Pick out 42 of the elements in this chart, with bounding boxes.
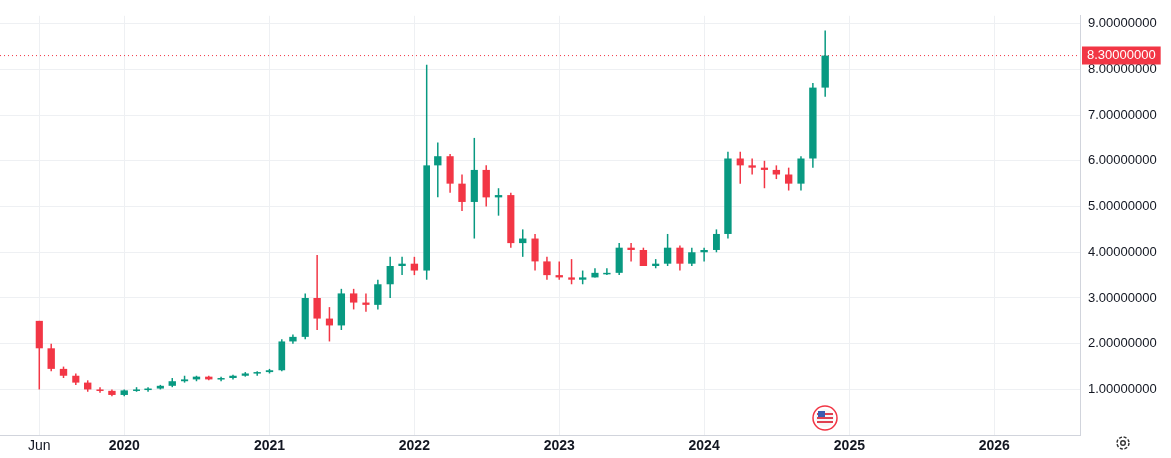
y-tick-label: 5.00000000 [1088,198,1157,214]
candlestick [362,292,370,313]
candlestick [663,233,672,267]
candlestick [96,386,104,394]
candlestick [47,342,55,372]
x-tick-label: 2025 [833,437,866,454]
y-tick-label: 9.00000000 [1088,15,1157,31]
candlestick [568,258,575,286]
candlestick [531,233,539,272]
candlestick [736,150,744,185]
y-tick-label: 7.00000000 [1088,106,1157,122]
candlestick [688,246,696,267]
x-tick-label: 2021 [253,437,286,454]
candlestick [700,246,708,263]
candlestick [458,173,466,212]
y-tick-label: 8.00000000 [1088,60,1157,76]
candlestick [398,256,406,276]
candlestick [349,288,358,311]
candlestick [784,166,793,192]
candlestick [313,254,321,331]
candlestick [676,244,684,272]
candlestick [434,141,442,199]
y-tick-label: 4.00000000 [1088,243,1157,259]
candlestick [639,246,648,267]
y-tick-label: 1.00000000 [1088,381,1157,397]
x-tick-label: Jun [28,437,51,454]
x-tick-label: 2022 [398,437,431,454]
candlestick [543,256,551,281]
candlestick [748,157,756,176]
x-tick-label: 2026 [978,437,1011,454]
candlestick [386,256,394,299]
y-tick-label: 6.00000000 [1088,152,1157,168]
x-tick-label: 2020 [108,437,141,454]
ref-line-label: 8.30000000 [1087,47,1156,63]
y-tick-label: 3.00000000 [1088,289,1157,305]
candlestick [410,256,419,276]
candlestick [374,278,382,311]
candlestick [627,242,635,263]
candlestick [712,228,720,254]
y-tick-label: 2.00000000 [1088,335,1157,351]
x-tick-label: 2023 [543,437,576,454]
x-tick-label: 2024 [688,437,720,454]
